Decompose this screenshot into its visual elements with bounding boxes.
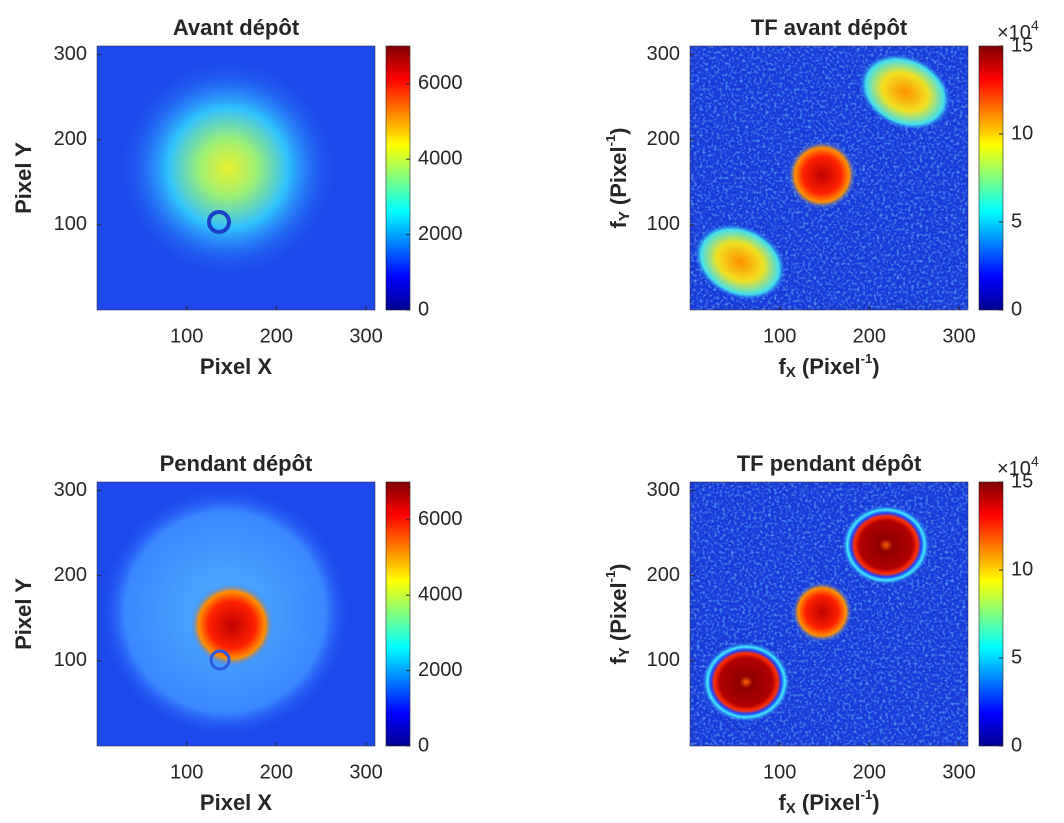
x-tick-label: 100 (170, 761, 203, 783)
title: TF avant dépôt (751, 15, 908, 40)
colorbar (385, 481, 411, 747)
x-tick-label: 200 (853, 325, 886, 347)
y-tick-label: 300 (54, 479, 87, 501)
x-tick-label: 200 (853, 761, 886, 783)
label-part: -1 (603, 571, 618, 583)
colorbar-tick-label: 15 (1011, 34, 1033, 56)
label-part: (Pixel (606, 146, 631, 211)
colorbar-tick-label: 4000 (418, 583, 463, 605)
axes-frame (689, 481, 969, 747)
y-tick-label: 200 (647, 128, 680, 150)
x-tick-label: 300 (349, 325, 382, 347)
title: Pendant dépôt (160, 451, 313, 476)
colorbar-tick-label: 0 (418, 298, 429, 320)
label-part: ) (606, 563, 631, 570)
axes-frame (96, 45, 376, 311)
x-tick-label: 300 (349, 761, 382, 783)
colorbar-tick-label: 0 (418, 734, 429, 756)
colorbar-tick-label: 15 (1011, 470, 1033, 492)
label-part: Y (616, 647, 633, 657)
x-tick-label: 300 (942, 761, 975, 783)
colorbar-tick-label: 6000 (418, 508, 463, 530)
y-tick-label: 300 (54, 43, 87, 65)
x-axis-label: Pixel X (200, 354, 272, 379)
colorbar-tick-label: 10 (1011, 122, 1033, 144)
label-part: (Pixel (606, 582, 631, 647)
exponent-power: 4 (1031, 453, 1039, 469)
y-axis-label: fY (Pixel-1) (603, 127, 633, 228)
x-tick-label: 100 (763, 761, 796, 783)
y-axis-label: Pixel Y (11, 142, 36, 214)
y-tick-label: 200 (647, 564, 680, 586)
x-axis-label: Pixel X (200, 790, 272, 815)
exponent-base: ×10 (997, 22, 1031, 44)
colorbar-exponent: ×104 (997, 17, 1039, 45)
colorbar-tick-label: 6000 (418, 72, 463, 94)
x-tick-label: 200 (260, 325, 293, 347)
colorbar (978, 45, 1004, 311)
colorbar-tick-label: 0 (1011, 734, 1022, 756)
label-part: f (778, 790, 786, 815)
colorbar (978, 481, 1004, 747)
exponent-base: ×10 (997, 458, 1031, 480)
y-tick-label: 200 (54, 564, 87, 586)
colorbar-tick-label: 4000 (418, 147, 463, 169)
label-part: X (786, 364, 796, 381)
label-part: f (606, 221, 631, 229)
y-tick-label: 100 (647, 213, 680, 235)
label-part: f (606, 657, 631, 665)
label-part: (Pixel (796, 790, 861, 815)
label-part: ) (872, 354, 879, 379)
colorbar-tick-label: 2000 (418, 223, 463, 245)
title: Avant dépôt (173, 15, 300, 40)
colorbar (385, 45, 411, 311)
title: TF pendant dépôt (737, 451, 922, 476)
image-avant (97, 46, 375, 310)
y-axis-label: Pixel Y (11, 578, 36, 650)
x-tick-label: 100 (170, 325, 203, 347)
x-tick-label: 100 (763, 325, 796, 347)
axes-frame (689, 45, 969, 311)
label-part: ) (872, 790, 879, 815)
colorbar-tick-label: 0 (1011, 298, 1022, 320)
label-part: -1 (861, 351, 873, 366)
label-part: Y (616, 211, 633, 221)
image-tf-avant (690, 46, 968, 310)
y-tick-label: 100 (647, 649, 680, 671)
label-part: X (786, 800, 796, 817)
y-tick-label: 100 (54, 649, 87, 671)
label-part: f (778, 354, 786, 379)
colorbar-tick-label: 2000 (418, 659, 463, 681)
exponent-power: 4 (1031, 17, 1039, 33)
x-tick-label: 300 (942, 325, 975, 347)
y-tick-label: 100 (54, 213, 87, 235)
image-tf-pendant (690, 482, 968, 746)
label-part: -1 (861, 787, 873, 802)
label-part: ) (606, 127, 631, 134)
axes-frame (96, 481, 376, 747)
colorbar-tick-label: 10 (1011, 558, 1033, 580)
colorbar-tick-label: 5 (1011, 210, 1022, 232)
x-tick-label: 200 (260, 761, 293, 783)
image-pendant (97, 482, 375, 746)
x-axis-label: fX (Pixel-1) (778, 351, 879, 381)
y-tick-label: 300 (647, 43, 680, 65)
label-part: -1 (603, 135, 618, 147)
y-tick-label: 300 (647, 479, 680, 501)
colorbar-tick-label: 5 (1011, 646, 1022, 668)
y-tick-label: 200 (54, 128, 87, 150)
y-axis-label: fY (Pixel-1) (603, 563, 633, 664)
x-axis-label: fX (Pixel-1) (778, 787, 879, 817)
colorbar-exponent: ×104 (997, 453, 1039, 481)
label-part: (Pixel (796, 354, 861, 379)
